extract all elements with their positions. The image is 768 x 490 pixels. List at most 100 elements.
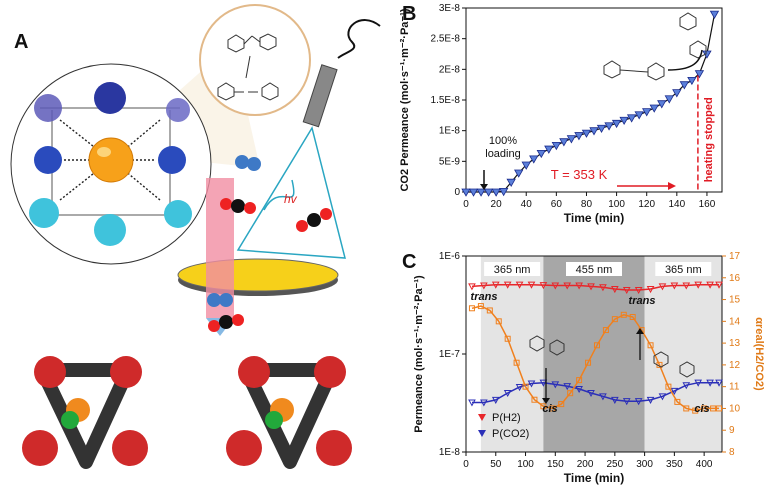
chart-c-cis-ring-1 [529,335,545,352]
chart-c-permeance-point [551,381,560,389]
cage-model-right [226,356,352,469]
chart-c-ytick-right-label: 13 [729,338,741,349]
chart-c-trans-arrowhead [636,328,644,334]
chart-b-point [664,95,674,104]
chart-c-permeance-point [503,281,512,289]
chart-b-trans-ring-2 [689,40,707,59]
chart-b-xtick-label: 60 [551,199,563,210]
chart-c-alpha-point [549,405,556,412]
isomer-arrow [245,55,251,79]
chart-c-permeance-point [622,286,631,295]
chart-c-permeance-point [715,379,723,387]
light-cone [236,126,346,259]
panel-label-c: C [402,251,416,273]
chart-c-ytick-right-label: 8 [729,447,735,458]
chart-b-point [642,108,652,117]
chart-c-xtick-label: 250 [606,459,623,470]
chart-c-permeance-point [587,283,595,291]
chart-c-xtick-label: 400 [696,459,713,470]
gas-molecules [207,155,332,332]
chart-c-alpha-point [593,342,600,349]
chart-c-permeance-point [694,281,703,289]
chart-c-permeance-point [527,380,536,388]
chart-b-point [604,122,614,131]
chart-c-ytick-left-label: 1E-6 [439,251,461,262]
chart-b-point [506,178,516,187]
chart-c-permeance-point [515,384,524,392]
chart-b-ytick-label: 0 [454,187,460,198]
chart-b-point [626,114,637,123]
chart-c-permeance-point [599,284,607,292]
chart-c-xtick-label: 50 [490,459,502,470]
chart-b-ytick-label: 3E-8 [439,3,461,14]
cage-model-left [22,356,148,469]
chart-c-ytick-left-label: 1E-8 [439,447,461,458]
chart-c-alpha-point [716,405,723,412]
chart-b-point [498,187,509,197]
lamp-icon [302,64,338,128]
chart-b-point [544,145,554,154]
chart-c-series-line [472,381,719,404]
chart-c-ylabel-left: Permeance (mol·s⁻¹·m⁻²·Pa⁻¹) [413,275,425,433]
sphere-highlight [97,147,111,157]
chart-c-xtick-label: 100 [517,459,534,470]
chart-c-permeance-point [694,379,703,387]
chart-b-point [634,111,644,120]
chart-c-cis-arrowhead [542,398,550,404]
chart-b-line [466,13,716,193]
chart-b-xlabel: Time (min) [564,211,624,225]
chart-c-permeance-point [480,399,488,407]
chart-c-band-label-bg [484,262,541,276]
chart-c-alpha-point [647,342,654,349]
chart-b-point [461,188,471,197]
chart-c-permeance-point [587,389,595,398]
chart-b-point [529,155,539,164]
chart-b-ytick-label: 2E-8 [439,64,461,75]
chart-c-xtick-label: 200 [577,459,594,470]
chart-c-permeance-point [575,385,583,393]
chart-b-ytick-label: 5E-9 [439,156,461,167]
chart-b-switch-arrow [667,49,703,71]
chart-c-ytick-right-label: 10 [729,403,741,414]
chart-b-point [589,127,599,136]
chart-c-permeance-point [682,382,691,390]
chart-b-temperature-arrowhead [668,182,676,190]
chart-c-permeance-point [646,396,655,404]
chart-c-alpha-point [540,403,547,410]
chart-c-alpha-point [567,390,574,397]
chart-c-alpha-point [558,401,565,408]
chart-c-permeance-point [706,281,714,289]
chart-c-band-label: 365 nm [494,264,531,276]
chart-c-alpha-point [495,318,502,325]
chart-b-loading-annotation: loading [485,148,520,160]
chart-c-alpha-point [665,383,672,390]
chart-c-alpha-point [522,383,529,390]
chart-b-ytick-label: 2.5E-8 [431,34,461,45]
chart-c-trans-ring-2 [679,361,695,378]
chart-c-permeance-point [634,286,643,295]
chart-b-heating-annotation: heating stopped [703,97,715,182]
chart-c-xlabel: Time (min) [564,471,624,485]
chart-b-point [514,169,524,178]
chart-c-legend-label: P(CO2) [492,428,529,440]
chart-c-ytick-right-label: 16 [729,273,741,284]
chart-c-permeance-point [715,281,723,289]
chart-b-point [559,138,569,147]
chart-b-point [551,141,562,151]
chart-b-point [491,188,501,197]
chart-c-alpha-point [710,405,717,412]
chart-b-point [468,188,479,197]
chart-c-permeance-point [658,283,667,291]
chart-c-ytick-right-label: 15 [729,295,741,306]
chart-b-point [536,149,546,159]
chart-b-xtick-label: 160 [699,199,716,210]
chart-c-annotation-trans-right: trans [629,295,656,307]
chart-c-ylabel-right: αreal(H2/CO2) [753,317,765,391]
chart-b-xtick-label: 0 [463,199,469,210]
chart-c-series-line [471,283,719,291]
chart-c-alpha-point [585,359,592,366]
chart-c-xtick-label: 350 [666,459,683,470]
chart-b-trans-ring-1 [679,12,697,31]
chart-c-annotation-cis-left: cis [542,403,557,415]
